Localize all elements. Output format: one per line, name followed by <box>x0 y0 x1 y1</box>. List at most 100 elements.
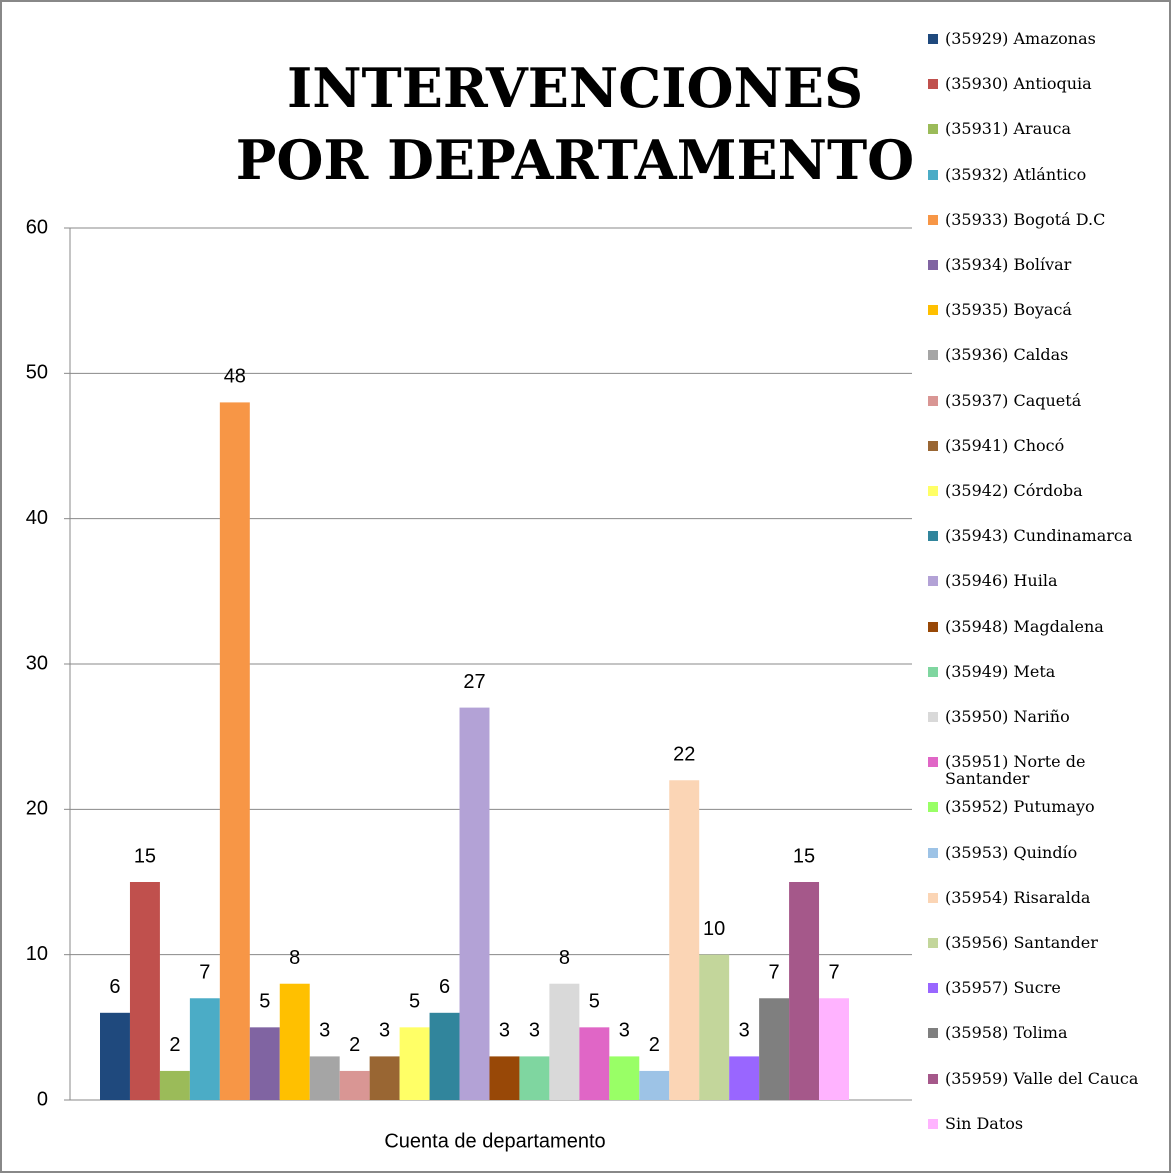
bar <box>549 983 580 1100</box>
legend-swatch <box>928 666 938 677</box>
bar <box>339 1070 370 1100</box>
legend-swatch <box>928 169 938 180</box>
data-label: 15 <box>793 845 815 867</box>
legend-label: (35958) Tolima <box>945 1023 1068 1043</box>
legend-swatch <box>928 938 938 948</box>
data-label: 2 <box>169 1034 180 1056</box>
legend-label: (35937) Caquetá <box>945 390 1082 410</box>
legend-label: (35951) Norte de Santander <box>945 752 1086 789</box>
legend-label: (35936) Caldas <box>945 345 1069 365</box>
bar <box>369 1056 400 1100</box>
y-tick-label: 50 <box>26 362 48 384</box>
legend-swatch <box>928 802 938 813</box>
bar <box>489 1056 520 1100</box>
legend-item: (35933) Bogotá D.C <box>928 211 1168 228</box>
data-label: 3 <box>499 1020 510 1042</box>
y-tick-label: 0 <box>37 1088 48 1110</box>
legend-item: (35941) Chocó <box>928 437 1168 454</box>
bar <box>729 1056 760 1100</box>
legend-label: (35959) Valle del Cauca <box>945 1068 1139 1088</box>
data-label: 6 <box>109 976 120 998</box>
data-label: 5 <box>409 991 420 1013</box>
legend-swatch <box>928 757 938 768</box>
legend-item: (35935) Boyacá <box>928 301 1168 318</box>
chart-title: INTERVENCIONES POR DEPARTAMENTO <box>235 56 915 192</box>
bar <box>159 1070 190 1100</box>
legend-swatch <box>928 34 938 44</box>
legend-swatch <box>928 214 938 225</box>
legend-label: (35932) Atlántico <box>945 164 1087 184</box>
bar <box>429 1012 460 1100</box>
legend-label: Sin Datos <box>945 1113 1024 1133</box>
legend-swatch <box>928 712 938 722</box>
legend-swatch <box>928 350 938 361</box>
bar <box>100 1012 130 1100</box>
y-tick-label: 20 <box>26 798 48 820</box>
legend-swatch <box>928 260 938 270</box>
legend-label: (35948) Magdalena <box>945 616 1104 636</box>
bar <box>609 1056 640 1100</box>
legend-swatch <box>928 1028 938 1039</box>
legend-swatch <box>928 79 938 90</box>
data-label: 3 <box>379 1020 390 1042</box>
legend-item: (35930) Antioquia <box>928 75 1168 92</box>
x-category-label: Cuenta de departamento <box>384 1130 605 1152</box>
legend-item: (35956) Santander <box>928 934 1168 951</box>
legend-label: (35954) Risaralda <box>945 887 1091 907</box>
legend-swatch <box>928 621 938 632</box>
legend-swatch <box>928 576 938 587</box>
legend-item: (35932) Atlántico <box>928 166 1168 183</box>
data-label: 7 <box>769 962 780 984</box>
data-label: 8 <box>559 947 570 969</box>
legend-label: (35930) Antioquia <box>945 74 1092 94</box>
legend-label: (35933) Bogotá D.C <box>945 209 1106 229</box>
legend-swatch <box>928 395 938 406</box>
data-label: 27 <box>463 671 485 693</box>
legend-label: (35935) Boyacá <box>945 300 1072 320</box>
legend-label: (35943) Cundinamarca <box>945 526 1133 546</box>
legend-item: (35959) Valle del Cauca <box>928 1070 1168 1087</box>
legend-item: (35929) Amazonas <box>928 30 1168 47</box>
legend-swatch <box>928 486 938 496</box>
legend-swatch <box>928 124 938 135</box>
data-label: 3 <box>529 1020 540 1042</box>
data-label: 2 <box>649 1034 660 1056</box>
data-label: 7 <box>828 962 839 984</box>
data-label: 7 <box>199 962 210 984</box>
legend-item: (35946) Huila <box>928 572 1168 589</box>
y-tick-label: 10 <box>26 943 48 965</box>
bar <box>189 998 220 1100</box>
legend-swatch <box>928 983 938 994</box>
bar <box>819 998 849 1100</box>
legend-label: (35934) Bolívar <box>945 255 1072 274</box>
legend-item: Sin Datos <box>928 1115 1168 1132</box>
data-label: 3 <box>619 1020 630 1042</box>
legend-item: (35942) Córdoba <box>928 482 1168 499</box>
bar <box>579 1027 610 1100</box>
bar <box>699 954 730 1100</box>
data-label: 22 <box>673 744 695 766</box>
data-label: 8 <box>289 947 300 969</box>
legend-label: (35950) Nariño <box>945 707 1070 726</box>
bar <box>219 402 250 1100</box>
y-tick-label: 60 <box>26 216 48 238</box>
legend-item: (35957) Sucre <box>928 979 1168 996</box>
legend-item: (35953) Quindío <box>928 844 1168 861</box>
data-label: 5 <box>589 991 600 1013</box>
legend-label: (35929) Amazonas <box>945 29 1096 48</box>
data-label: 15 <box>134 845 156 867</box>
bar <box>519 1056 550 1100</box>
legend-label: (35946) Huila <box>945 571 1058 591</box>
legend-swatch <box>928 847 938 858</box>
legend-label: (35941) Chocó <box>945 435 1065 455</box>
legend-label: (35956) Santander <box>945 933 1098 952</box>
y-tick-label: 30 <box>26 652 48 674</box>
bar <box>249 1027 280 1100</box>
bar <box>129 882 160 1100</box>
legend-label: (35953) Quindío <box>945 842 1078 862</box>
legend-swatch <box>928 1118 938 1129</box>
legend-item: (35958) Tolima <box>928 1024 1168 1041</box>
bar <box>669 780 700 1100</box>
legend-swatch <box>928 892 938 903</box>
